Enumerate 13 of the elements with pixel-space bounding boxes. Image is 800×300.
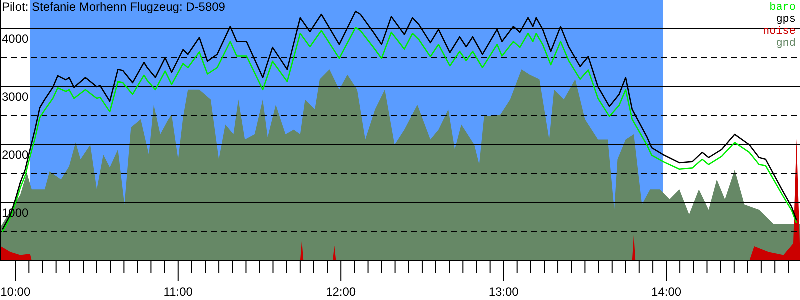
chart-title: Pilot: Stefanie Morhenn Flugzeug: D-5809 [2, 0, 226, 14]
y-tick-label: 3000 [2, 90, 30, 104]
x-tick-label: 11:00 [164, 285, 194, 299]
text: gps [775, 14, 796, 26]
x-tick-label: 10:00 [0, 285, 31, 299]
text: gnd [775, 38, 796, 50]
x-tick-label: 12:00 [326, 285, 356, 299]
x-tick-label: 14:00 [652, 285, 682, 299]
y-tick-label: 4000 [2, 32, 30, 46]
y-tick-label: 2000 [2, 148, 30, 162]
text: baro [768, 2, 796, 14]
x-tick-label: 13:00 [488, 285, 520, 299]
text: noise [762, 26, 796, 38]
